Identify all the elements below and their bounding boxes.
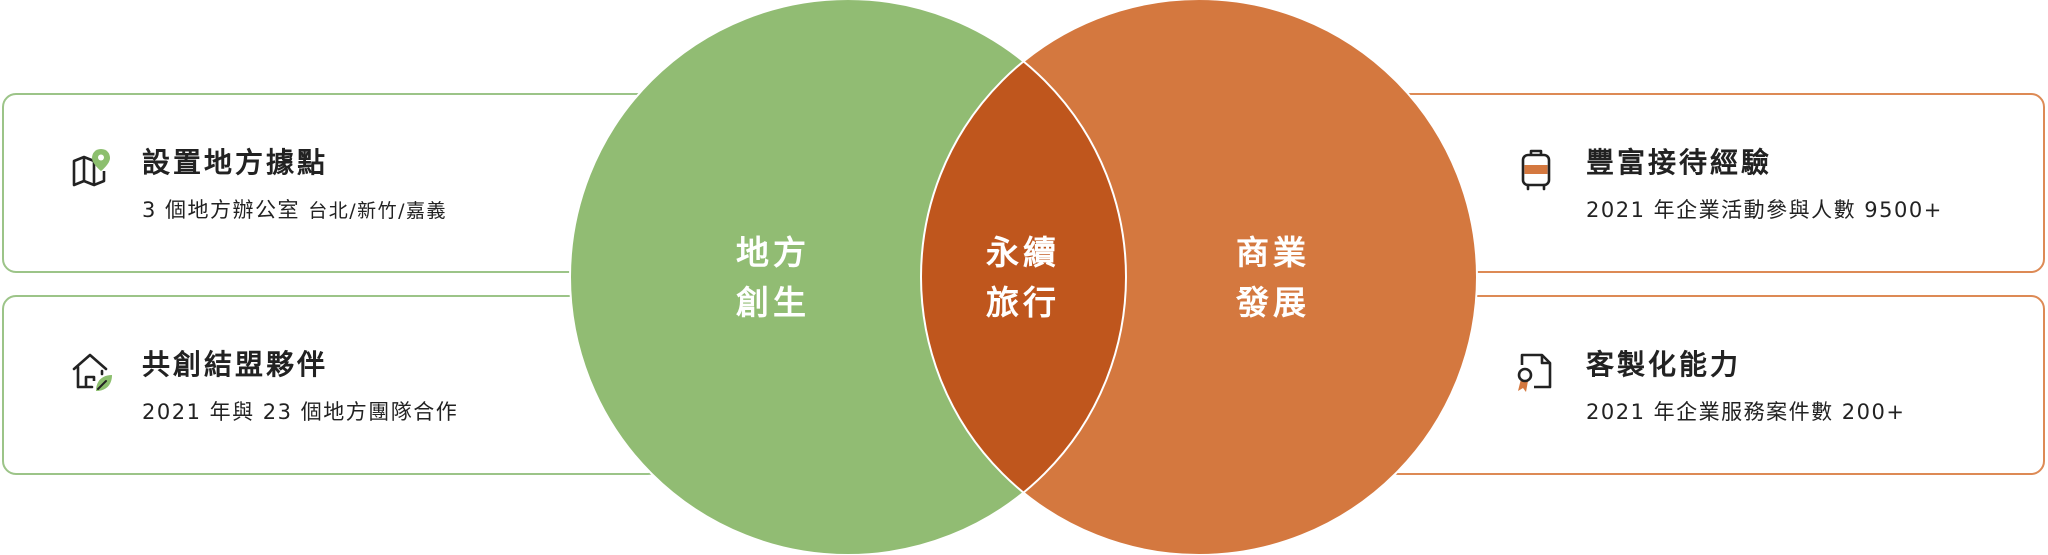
card-description: 2021 年企業服務案件數 200+: [1586, 400, 1906, 424]
card-description: 2021 年與 23 個地方團隊合作: [142, 400, 459, 424]
card-title: 共創結盟夥伴: [142, 348, 329, 381]
card-description: 2021 年企業活動參與人數 9500+: [1586, 198, 1943, 222]
suitcase-icon: [1512, 145, 1560, 193]
card-description: 3 個地方辦公室 台北/新竹/嘉義: [142, 198, 448, 222]
right-circle-label: 商業 發展: [1236, 233, 1310, 322]
card-title: 豐富接待經驗: [1586, 146, 1773, 179]
card-partners: 共創結盟夥伴 2021 年與 23 個地方團隊合作: [2, 295, 662, 475]
left-circle-label: 地方 創生: [736, 233, 810, 322]
house-leaf-icon: [68, 347, 116, 395]
card-title: 客製化能力: [1586, 348, 1742, 381]
map-pin-icon: [68, 145, 116, 193]
card-hosting-experience: 豐富接待經驗 2021 年企業活動參與人數 9500+: [1385, 93, 2045, 273]
intersection-label: 永續 旅行: [986, 233, 1060, 322]
office-locations: 台北/新竹/嘉義: [308, 200, 448, 222]
document-badge-icon: [1512, 347, 1560, 395]
card-customization: 客製化能力 2021 年企業服務案件數 200+: [1385, 295, 2045, 475]
card-title: 設置地方據點: [142, 146, 329, 179]
card-local-bases: 設置地方據點 3 個地方辦公室 台北/新竹/嘉義: [2, 93, 662, 273]
